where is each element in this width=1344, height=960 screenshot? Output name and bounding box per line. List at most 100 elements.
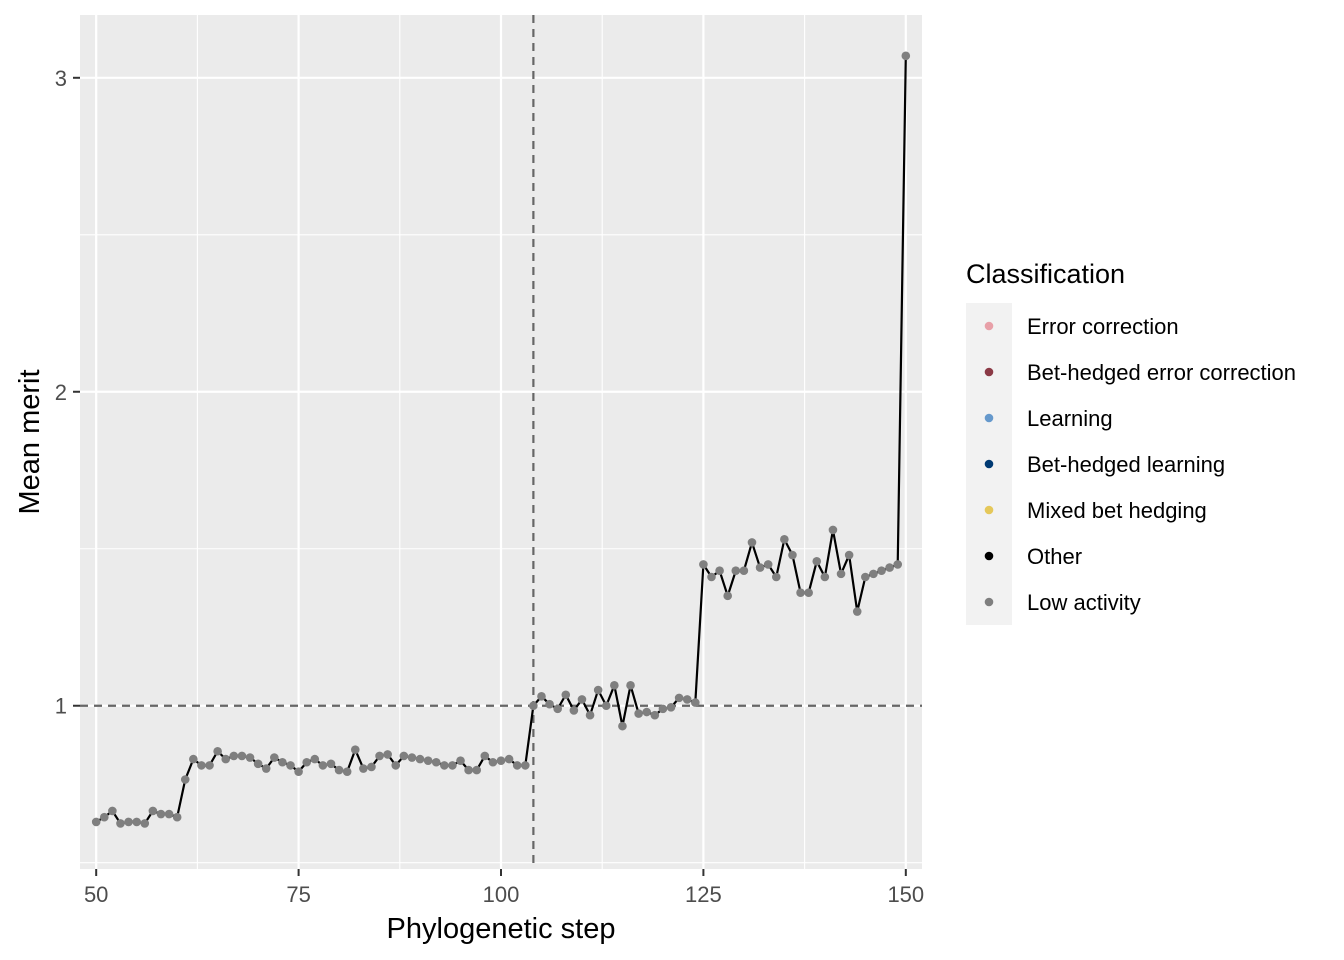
data-point	[763, 560, 773, 569]
x-axis-title: Phylogenetic step	[387, 913, 616, 945]
data-point	[156, 809, 166, 819]
y-tick-label: 3	[55, 66, 67, 91]
data-point	[836, 569, 846, 579]
data-point	[804, 588, 813, 598]
data-point	[553, 704, 562, 714]
data-point	[642, 707, 652, 717]
data-point	[496, 756, 506, 765]
data-point	[164, 809, 174, 819]
x-tick-label: 100	[483, 882, 520, 907]
data-point	[472, 765, 482, 775]
legend-title: Classification	[966, 259, 1125, 289]
data-point	[359, 764, 368, 773]
data-point	[189, 754, 198, 764]
data-point	[893, 560, 903, 569]
legend-key-dot	[984, 551, 994, 561]
data-point	[148, 806, 158, 816]
data-point	[626, 681, 635, 690]
data-point	[504, 754, 514, 764]
data-point	[99, 812, 109, 822]
legend-key-dot	[984, 321, 994, 331]
data-point	[869, 569, 878, 579]
data-point	[666, 703, 676, 712]
y-axis-title: Mean merit	[14, 369, 46, 514]
data-point	[682, 695, 692, 704]
data-point	[707, 572, 716, 582]
data-point	[205, 761, 214, 770]
data-point	[731, 566, 741, 576]
data-point	[699, 560, 708, 569]
data-point	[569, 706, 579, 715]
data-point	[812, 557, 822, 566]
data-point	[350, 745, 360, 754]
data-point	[601, 701, 611, 711]
data-point	[391, 761, 401, 770]
data-point	[440, 761, 449, 770]
data-point	[286, 761, 295, 770]
data-point	[407, 753, 417, 762]
data-point	[796, 588, 805, 598]
series-points	[91, 51, 911, 828]
data-point	[464, 765, 473, 775]
data-point	[310, 754, 320, 764]
x-tick-labels: 50 75 100 125 150	[84, 882, 924, 907]
data-point	[108, 806, 117, 816]
data-point	[334, 765, 344, 775]
data-point	[431, 757, 441, 767]
data-point	[529, 701, 538, 711]
data-point	[367, 762, 376, 772]
data-point	[448, 761, 457, 770]
data-point	[771, 572, 781, 582]
data-point	[229, 751, 239, 761]
y-tick-label: 2	[55, 380, 67, 405]
data-point	[261, 764, 271, 773]
data-point	[213, 746, 222, 756]
data-point	[399, 751, 409, 761]
data-point	[294, 767, 303, 776]
legend-item-label: Bet-hedged error correction	[1027, 360, 1296, 385]
data-point	[610, 681, 619, 690]
data-point	[318, 761, 328, 770]
data-point	[788, 550, 797, 560]
data-point	[180, 775, 190, 784]
data-point	[253, 759, 263, 769]
x-tick-label: 125	[685, 882, 722, 907]
data-point	[132, 817, 141, 827]
data-point	[739, 566, 749, 576]
legend-key-dot	[984, 459, 994, 469]
data-point	[715, 566, 724, 576]
data-point	[561, 690, 571, 700]
data-point	[650, 710, 660, 720]
data-point	[658, 704, 668, 714]
data-point	[755, 563, 765, 572]
legend-key-dot	[984, 505, 994, 515]
major-gridlines	[80, 15, 922, 869]
data-point	[828, 525, 838, 535]
data-point	[172, 812, 182, 822]
reference-lines	[80, 15, 922, 869]
legend-key-dot	[984, 367, 994, 377]
data-point	[723, 591, 732, 601]
data-point	[91, 817, 101, 827]
legend-item-label: Low activity	[1027, 590, 1141, 615]
data-point	[488, 757, 498, 767]
data-point	[326, 759, 336, 769]
data-point	[585, 710, 595, 720]
data-point	[302, 757, 311, 767]
x-tick-label: 150	[887, 882, 924, 907]
data-point	[820, 572, 830, 582]
data-point	[674, 693, 684, 703]
legend-item-label: Error correction	[1027, 314, 1179, 339]
data-point	[456, 756, 465, 765]
data-point	[861, 572, 870, 582]
data-point	[278, 757, 287, 767]
data-point	[537, 692, 546, 701]
data-point	[877, 566, 886, 576]
data-point	[375, 751, 384, 761]
data-point	[545, 699, 554, 709]
data-point	[901, 51, 911, 61]
data-point	[342, 767, 352, 776]
x-tick-label: 75	[286, 882, 310, 907]
data-point	[577, 695, 587, 704]
data-point	[415, 754, 425, 764]
